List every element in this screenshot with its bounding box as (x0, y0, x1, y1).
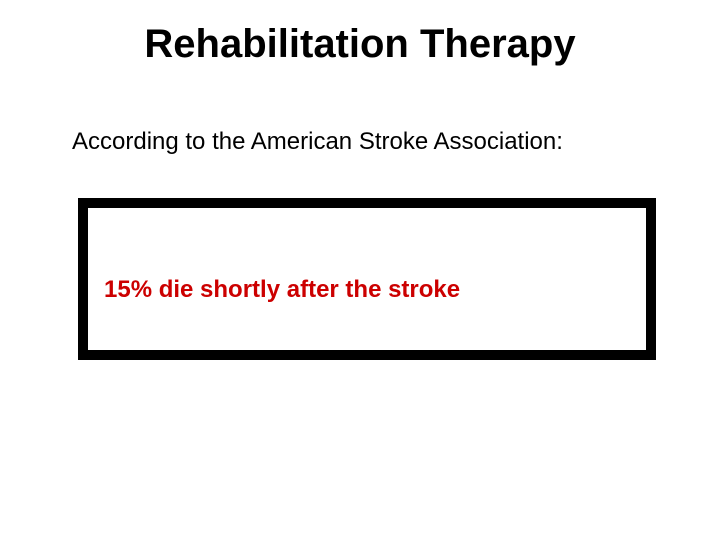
slide: Rehabilitation Therapy According to the … (0, 0, 720, 540)
highlight-text: 15% die shortly after the stroke (104, 276, 460, 304)
slide-subtitle: According to the American Stroke Associa… (72, 128, 563, 156)
slide-title: Rehabilitation Therapy (0, 22, 720, 67)
